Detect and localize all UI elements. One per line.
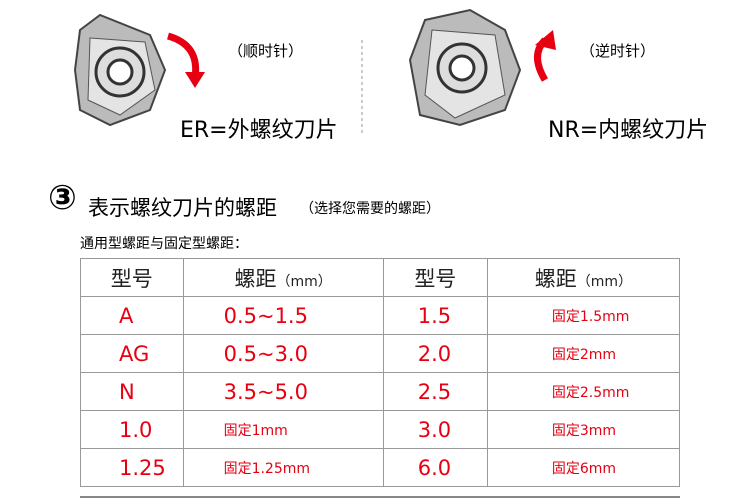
- cell: 3.0: [382, 410, 488, 449]
- er-insert: [73, 13, 205, 127]
- cell: N: [80, 372, 184, 411]
- header-text: 螺距: [234, 266, 277, 291]
- header-cell: 螺距（mm）: [486, 258, 681, 297]
- cell: 1.5: [382, 296, 488, 335]
- cell: 6.0: [382, 448, 488, 487]
- table-row: 1.25 固定1.25mm 6.0 固定6mm: [80, 448, 681, 487]
- header-text: 型号: [110, 266, 153, 291]
- cell: 固定6mm: [486, 448, 681, 487]
- section-note: （选择您需要的螺距）: [300, 201, 440, 217]
- nr-insert: [408, 8, 556, 127]
- header-text: 型号: [414, 266, 457, 291]
- insert-label: ER=外螺纹刀片: [180, 118, 338, 143]
- cell: 1.25: [80, 448, 184, 487]
- cell: 2.0: [382, 334, 488, 373]
- cell: 固定2mm: [486, 334, 681, 373]
- section-title: 表示螺纹刀片的螺距: [88, 196, 277, 220]
- cell: 0.5~1.5: [182, 296, 384, 335]
- cell: A: [80, 296, 184, 335]
- section-number: ③: [48, 178, 77, 218]
- header-text: 螺距: [534, 266, 577, 291]
- cell: 固定3mm: [486, 410, 681, 449]
- cell: 固定1.25mm: [182, 448, 384, 487]
- header-cell: 型号: [80, 258, 184, 297]
- cell: 0.5~3.0: [182, 334, 384, 373]
- header-cell: 螺距（mm）: [182, 258, 384, 297]
- header-row: 型号 螺距（mm） 型号 螺距（mm）: [80, 258, 681, 297]
- pitch-table: 型号 螺距（mm） 型号 螺距（mm） A 0.5~1.5 1.5 固定1.5mm AG 0.5~…: [80, 258, 681, 487]
- cell: 固定1mm: [182, 410, 384, 449]
- section-subtitle: 通用型螺距与固定型螺距：: [80, 236, 248, 252]
- insert-label: NR=内螺纹刀片: [548, 118, 709, 143]
- illustrations: [73, 8, 556, 135]
- cell: 2.5: [382, 372, 488, 411]
- cell: 固定1.5mm: [486, 296, 681, 335]
- header-unit: （mm）: [276, 273, 332, 290]
- rule: [80, 496, 680, 498]
- table-row: N 3.5~5.0 2.5 固定2.5mm: [80, 372, 681, 411]
- header-cell: 型号: [382, 258, 488, 297]
- cell: 1.0: [80, 410, 184, 449]
- cell: 3.5~5.0: [182, 372, 384, 411]
- direction: （逆时针）: [580, 42, 656, 60]
- cell: AG: [80, 334, 184, 373]
- table-row: A 0.5~1.5 1.5 固定1.5mm: [80, 296, 681, 335]
- header-unit: （mm）: [576, 273, 633, 290]
- direction: （顺时针）: [228, 42, 304, 60]
- cell: 固定2.5mm: [486, 372, 681, 411]
- table-row: AG 0.5~3.0 2.0 固定2mm: [80, 334, 681, 373]
- table-row: 1.0 固定1mm 3.0 固定3mm: [80, 410, 681, 449]
